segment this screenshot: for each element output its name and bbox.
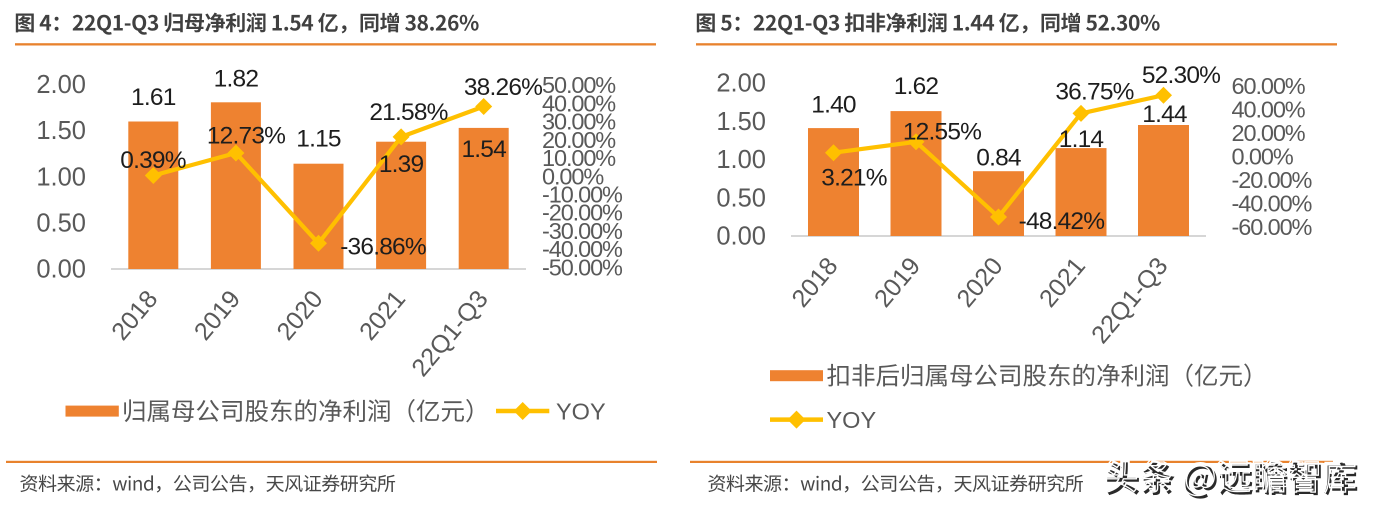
svg-text:2.00: 2.00 bbox=[36, 71, 86, 99]
svg-text:0.00: 0.00 bbox=[716, 223, 766, 251]
svg-text:0.50: 0.50 bbox=[36, 210, 86, 238]
svg-text:40.00%: 40.00% bbox=[1232, 97, 1306, 123]
svg-text:1.00: 1.00 bbox=[36, 163, 86, 191]
svg-text:20.00%: 20.00% bbox=[542, 127, 616, 153]
svg-text:10.00%: 10.00% bbox=[542, 145, 616, 171]
svg-text:YOY: YOY bbox=[827, 407, 877, 433]
svg-text:50.00%: 50.00% bbox=[542, 72, 616, 98]
svg-text:YOY: YOY bbox=[556, 399, 606, 425]
svg-text:-30.00%: -30.00% bbox=[542, 218, 623, 244]
svg-text:1.14: 1.14 bbox=[1059, 126, 1104, 153]
svg-text:0.39%: 0.39% bbox=[120, 147, 185, 174]
svg-text:-36.86%: -36.86% bbox=[340, 233, 426, 260]
svg-text:12.55%: 12.55% bbox=[903, 119, 981, 146]
svg-text:21.58%: 21.58% bbox=[369, 99, 447, 126]
svg-text:0.50: 0.50 bbox=[716, 184, 766, 212]
svg-text:1.39: 1.39 bbox=[379, 151, 424, 178]
svg-text:-20.00%: -20.00% bbox=[1232, 167, 1313, 193]
svg-text:1.44: 1.44 bbox=[1142, 101, 1187, 128]
svg-text:38.26%: 38.26% bbox=[464, 74, 542, 101]
svg-text:-40.00%: -40.00% bbox=[1232, 190, 1313, 216]
svg-text:0.00%: 0.00% bbox=[542, 163, 604, 189]
svg-text:20.00%: 20.00% bbox=[1232, 120, 1306, 146]
svg-text:-20.00%: -20.00% bbox=[542, 200, 623, 226]
svg-text:1.61: 1.61 bbox=[131, 84, 176, 111]
svg-text:1.40: 1.40 bbox=[811, 92, 856, 119]
svg-text:1.54: 1.54 bbox=[461, 136, 506, 163]
svg-text:-48.42%: -48.42% bbox=[1019, 208, 1105, 235]
svg-text:52.30%: 52.30% bbox=[1142, 62, 1220, 89]
svg-text:40.00%: 40.00% bbox=[542, 90, 616, 116]
svg-text:1.15: 1.15 bbox=[296, 126, 341, 153]
svg-text:30.00%: 30.00% bbox=[542, 109, 616, 135]
svg-text:1.50: 1.50 bbox=[716, 108, 766, 136]
svg-text:0.00%: 0.00% bbox=[1232, 144, 1294, 170]
svg-text:-50.00%: -50.00% bbox=[542, 254, 623, 280]
svg-text:3.21%: 3.21% bbox=[821, 165, 886, 192]
svg-text:1.00: 1.00 bbox=[716, 146, 766, 174]
svg-text:2.00: 2.00 bbox=[716, 70, 766, 98]
svg-text:1.82: 1.82 bbox=[214, 66, 259, 93]
svg-text:12.73%: 12.73% bbox=[207, 123, 285, 150]
svg-text:-60.00%: -60.00% bbox=[1232, 214, 1313, 240]
svg-text:-10.00%: -10.00% bbox=[542, 181, 623, 207]
svg-text:1.50: 1.50 bbox=[36, 117, 86, 145]
svg-text:-40.00%: -40.00% bbox=[542, 236, 623, 262]
svg-text:0.84: 0.84 bbox=[976, 145, 1021, 172]
svg-text:36.75%: 36.75% bbox=[1055, 79, 1133, 106]
svg-text:1.62: 1.62 bbox=[894, 73, 939, 100]
svg-text:0.00: 0.00 bbox=[36, 256, 86, 284]
svg-text:60.00%: 60.00% bbox=[1232, 73, 1306, 99]
